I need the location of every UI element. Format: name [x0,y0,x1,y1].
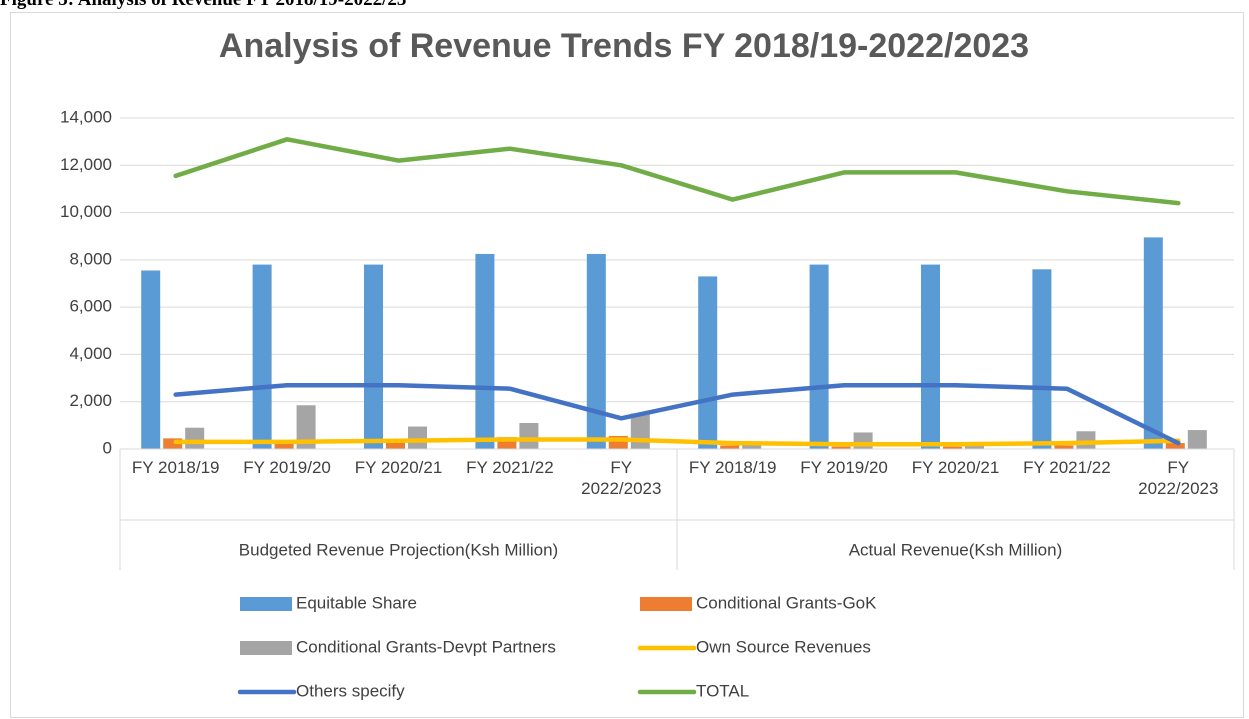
bar [1165,443,1185,449]
bar [475,253,495,449]
bar [921,264,940,449]
legend-label: Own Source Revenues [696,637,871,656]
y-tick-label: 2,000 [69,391,112,410]
bar [1187,430,1207,449]
legend-label: Equitable Share [296,593,417,612]
x-tick-label: FY 2019/20 [800,458,888,477]
x-tick-label: FY 2020/21 [354,458,443,477]
bar [965,444,984,449]
bar [630,413,650,449]
bar [141,270,161,449]
bar [586,253,606,449]
bar [296,405,316,449]
y-tick-label: 10,000 [60,202,112,221]
bar [519,422,539,449]
x-tick-label: FY 2021/22 [466,458,554,477]
legend-swatch [640,597,692,611]
legend-label: Others specify [296,681,405,700]
bar [809,264,829,449]
bar [252,264,272,449]
bar [720,445,740,449]
bar [1032,269,1052,449]
x-tick-label: FY 2018/19 [688,458,777,477]
bar [163,438,183,449]
bar [698,276,718,449]
legend-label: TOTAL [696,681,749,700]
legend-swatch [240,641,292,655]
line-series [173,137,1181,206]
bar [1143,237,1163,449]
y-tick-label: 8,000 [69,249,112,268]
bar [364,264,383,449]
legend-label: Conditional Grants-Devpt Partners [296,637,556,656]
group-label: Budgeted Revenue Projection(Ksh Million) [239,540,558,559]
y-tick-label: 12,000 [60,155,112,174]
line-series [173,382,1181,446]
group-label: Actual Revenue(Ksh Million) [849,540,1063,559]
bar [497,437,517,449]
line-series [173,437,1181,447]
bar [185,427,205,449]
x-tick-label: FY 2022/2023 [1138,458,1219,498]
chart-title: Analysis of Revenue Trends FY 2018/19-20… [219,27,1029,65]
x-tick-label: FY 2020/21 [911,458,1000,477]
y-tick-label: 4,000 [69,344,112,363]
bar [831,446,851,449]
x-tick-label: FY 2022/2023 [581,458,662,498]
bar [386,440,405,449]
legend-swatch [240,597,292,611]
bar [408,426,427,449]
y-tick-label: 14,000 [60,107,112,126]
x-tick-label: FY 2019/20 [243,458,331,477]
legend-label: Conditional Grants-GoK [696,593,877,612]
x-tick-label: FY 2021/22 [1023,458,1111,477]
bar [943,446,962,449]
x-tick-label: FY 2018/19 [131,458,220,477]
bar [1054,445,1074,449]
bar [274,440,294,449]
y-tick-label: 0 [103,438,112,457]
y-tick-label: 6,000 [69,297,112,316]
bar [1076,431,1096,449]
figure-caption: Figure 5: Analysis of Revenue FY 2018/19… [0,0,406,11]
bar [742,444,762,449]
